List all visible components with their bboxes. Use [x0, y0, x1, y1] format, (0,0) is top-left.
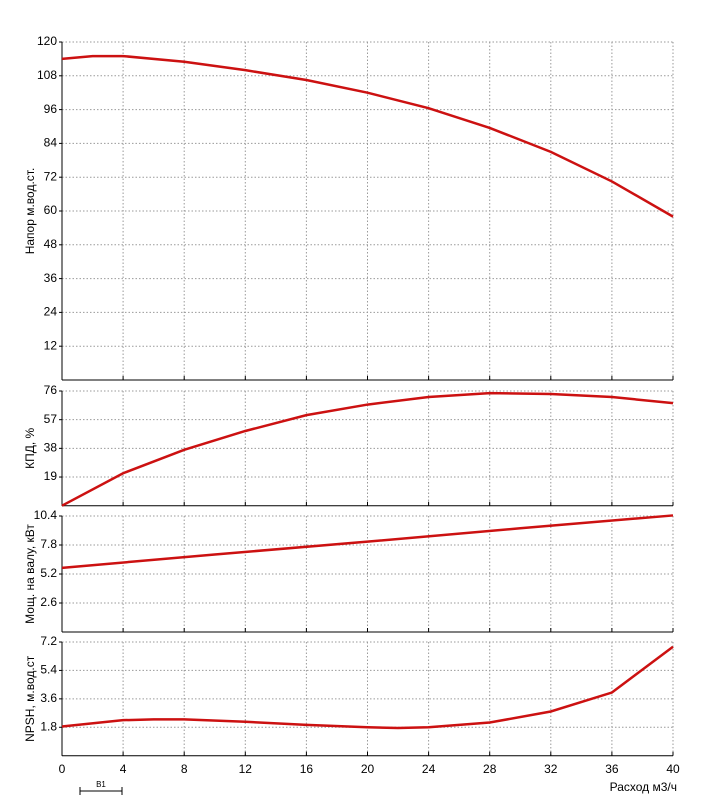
y-tick-label: 38: [44, 441, 58, 455]
y-tick-label: 48: [44, 237, 58, 251]
y-tick-label: 10.4: [34, 508, 58, 522]
x-tick-label: 24: [422, 762, 436, 776]
x-tick-label: 12: [239, 762, 253, 776]
y-tick-label: 76: [44, 383, 58, 397]
x-tick-label: 40: [666, 762, 680, 776]
x-tick-label: 16: [300, 762, 314, 776]
y-tick-label: 96: [44, 102, 58, 116]
x-tick-label: 36: [605, 762, 619, 776]
x-tick-label: 8: [181, 762, 188, 776]
y-tick-label: 2.6: [40, 595, 57, 609]
y-tick-label: 19: [44, 469, 58, 483]
x-tick-label: 20: [361, 762, 375, 776]
y-tick-label: 60: [44, 203, 58, 217]
x-tick-label: 0: [59, 762, 66, 776]
y-tick-label: 84: [44, 136, 58, 150]
y-tick-label: 36: [44, 271, 58, 285]
y-tick-label: 7.8: [40, 537, 57, 551]
x-tick-label: 28: [483, 762, 497, 776]
y-tick-label: 120: [37, 34, 57, 48]
y-tick-label: 1.8: [40, 719, 57, 733]
y-axis-label: КПД, %: [23, 427, 37, 468]
y-tick-label: 72: [44, 169, 58, 183]
y-tick-label: 5.4: [40, 663, 57, 677]
x-axis-label: Расход м3/ч: [610, 780, 677, 794]
y-axis-label: Напор м.вод.ст.: [23, 168, 37, 255]
y-tick-label: 24: [44, 305, 58, 319]
y-tick-label: 3.6: [40, 691, 57, 705]
x-tick-label: 4: [120, 762, 127, 776]
y-axis-label: Мощ. на валу, кВт: [23, 524, 37, 624]
curve: [61, 54, 674, 218]
y-tick-label: 5.2: [40, 566, 57, 580]
y-axis-label: NPSH, м.вод.ст: [23, 655, 37, 742]
annotation: B1: [96, 780, 106, 789]
curve: [61, 391, 674, 507]
curve: [61, 645, 674, 730]
curve: [61, 514, 674, 570]
y-tick-label: 108: [37, 68, 57, 82]
y-tick-label: 7.2: [40, 634, 57, 648]
x-tick-label: 32: [544, 762, 558, 776]
y-tick-label: 12: [44, 338, 58, 352]
y-tick-label: 57: [44, 412, 58, 426]
